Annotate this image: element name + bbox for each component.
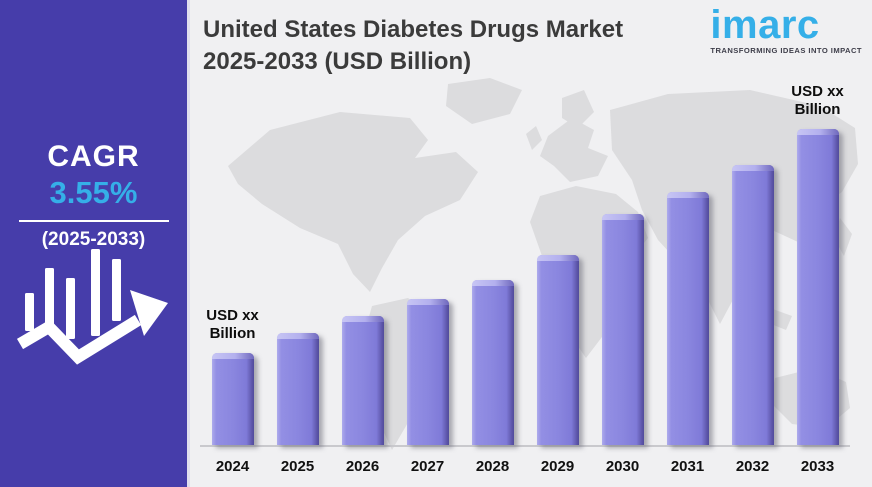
year-labels: 2024 2025 2026 2027 2028 2029 2030 2031 2032 2033 <box>200 458 850 475</box>
bar-column-2025 <box>265 333 330 445</box>
x-tick-label-2026: 2026 <box>345 458 380 475</box>
cagr-period: (2025-2033) <box>41 229 146 250</box>
x-tick-label-2031: 2031 <box>670 458 705 475</box>
bar-chart-trend-arrow-icon <box>16 249 168 365</box>
x-tick-label-2028: 2028 <box>475 458 510 475</box>
cagr-value: 3.55% <box>49 175 138 210</box>
page-title-line1: United States Diabetes Drugs Market <box>203 16 624 43</box>
bar-column-2030 <box>590 214 655 445</box>
bar-column-2026 <box>330 316 395 445</box>
bar-2024 <box>211 353 254 445</box>
bar-column-2029 <box>525 255 590 445</box>
bar-2025 <box>276 333 319 445</box>
x-tick-label-2024: 2024 <box>215 458 250 475</box>
bar-2028 <box>471 280 514 445</box>
bar-column-2028 <box>460 280 525 445</box>
bar-column-2031 <box>655 192 720 445</box>
imarc-logo-wordmark: imarc <box>710 3 820 47</box>
bar-2032 <box>731 165 774 445</box>
x-tick-label-2029: 2029 <box>540 458 575 475</box>
bar-2027 <box>406 299 449 445</box>
main-area: United States Diabetes Drugs Market 2025… <box>193 0 872 487</box>
bar-column-2032 <box>720 165 785 445</box>
bar-2030 <box>601 214 644 445</box>
x-tick-label-2032: 2032 <box>735 458 770 475</box>
imarc-logo: imarc TRANSFORMING IDEAS INTO IMPACT <box>710 3 862 55</box>
x-tick-label-2033: 2033 <box>800 458 835 475</box>
cagr-label: CAGR <box>47 140 140 173</box>
page-title-line2: 2025-2033 (USD Billion) <box>203 47 472 75</box>
bar-2033 <box>796 129 839 445</box>
x-tick-label-2030: 2030 <box>605 458 640 475</box>
sidebar: CAGR 3.55% (2025-2033) <box>0 0 190 487</box>
cagr-block: CAGR 3.55% (2025-2033) <box>0 140 187 251</box>
bar-columns: USD xx Billion USD xx Billion <box>200 37 850 447</box>
value-annotation-2024: USD xx Billion <box>206 307 259 342</box>
bar-column-2033: USD xx Billion <box>785 83 850 445</box>
bar-column-2024: USD xx Billion <box>200 307 265 445</box>
page-title: United States Diabetes Drugs Market 2025… <box>203 14 623 78</box>
x-tick-label-2027: 2027 <box>410 458 445 475</box>
bar-2029 <box>536 255 579 445</box>
imarc-logo-tagline: TRANSFORMING IDEAS INTO IMPACT <box>710 46 862 55</box>
bar-2031 <box>666 192 709 445</box>
bar-column-2027 <box>395 299 460 445</box>
x-tick-label-2025: 2025 <box>280 458 315 475</box>
value-annotation-2033: USD xx Billion <box>791 83 844 118</box>
bar-2026 <box>341 316 384 445</box>
cagr-divider <box>18 220 169 222</box>
